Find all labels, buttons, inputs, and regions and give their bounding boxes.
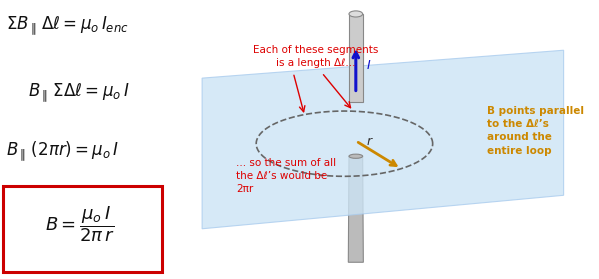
Ellipse shape [349,154,362,158]
Text: Each of these segments
is a length Δℓ...: Each of these segments is a length Δℓ... [253,45,379,68]
Text: $\Sigma B_{\parallel}\, \Delta\ell = \mu_o\, I_{enc}$: $\Sigma B_{\parallel}\, \Delta\ell = \mu… [6,14,128,37]
Polygon shape [349,14,362,102]
Polygon shape [202,50,564,229]
FancyBboxPatch shape [3,186,162,272]
Polygon shape [348,156,364,262]
Text: $B_{\parallel}\, \Sigma \Delta\ell = \mu_o\, I$: $B_{\parallel}\, \Sigma \Delta\ell = \mu… [29,81,130,104]
Text: $r$: $r$ [366,135,374,148]
Text: $B_{\parallel}\, (2\pi r) = \mu_o\, I$: $B_{\parallel}\, (2\pi r) = \mu_o\, I$ [6,140,119,163]
Text: ... so the sum of all
the Δℓ’s would be
2πr: ... so the sum of all the Δℓ’s would be … [236,158,337,194]
Ellipse shape [349,11,362,17]
Text: B points parallel
to the Δℓ’s
around the
entire loop: B points parallel to the Δℓ’s around the… [487,106,584,156]
Text: $I$: $I$ [366,59,371,72]
Text: $B = \dfrac{\mu_o\, I}{2\pi\, r}$: $B = \dfrac{\mu_o\, I}{2\pi\, r}$ [45,205,114,244]
